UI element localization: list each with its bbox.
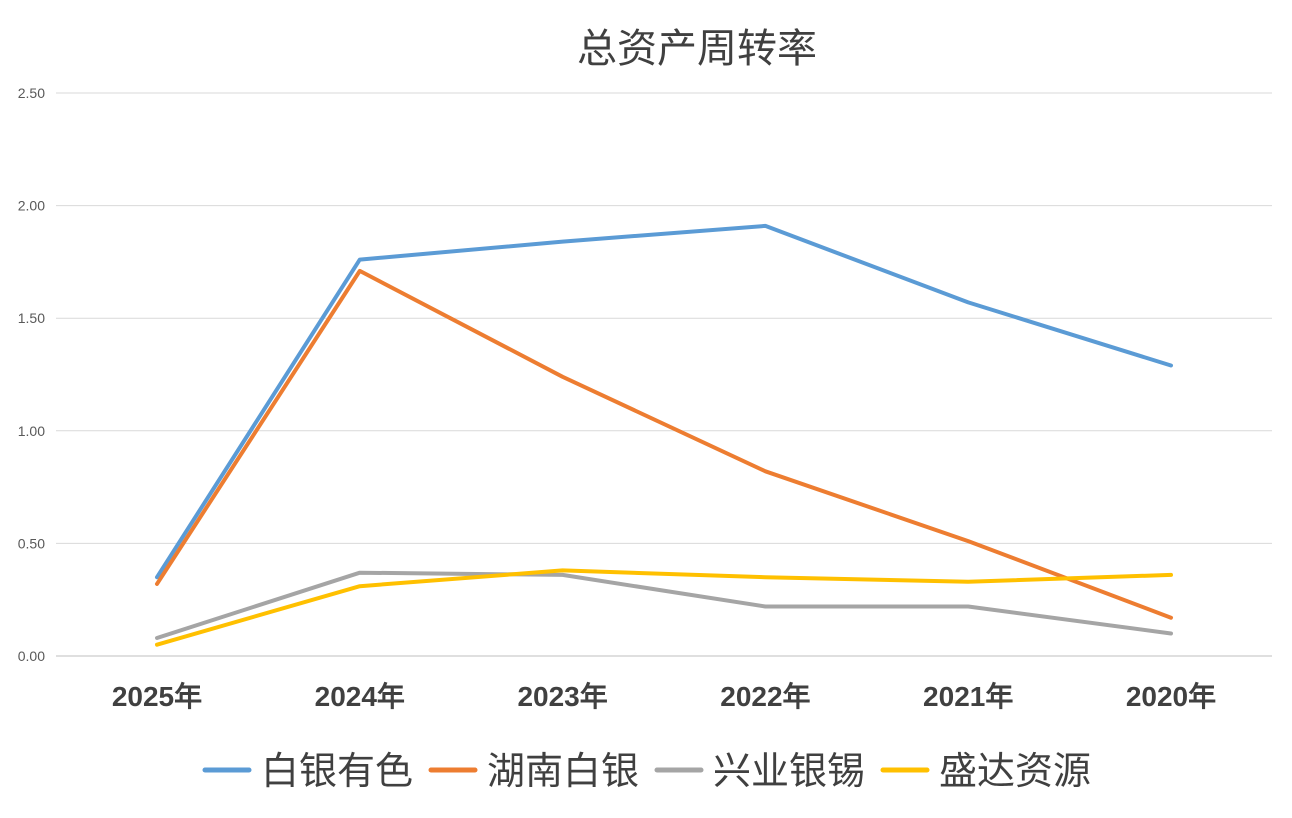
y-tick-label: 2.50 (18, 85, 45, 101)
series-line-0 (155, 223, 1173, 580)
x-tick-label: 2024年 (315, 680, 405, 712)
y-tick-label: 1.00 (18, 423, 45, 439)
series-line-3 (155, 568, 1173, 647)
series-layer (155, 223, 1173, 647)
legend: 白银有色 湖南白银 兴业银锡 盛达资源 (202, 749, 1091, 793)
legend-label: 湖南白银 (487, 749, 639, 793)
chart-title: 总资产周转率 (577, 26, 817, 72)
legend-label: 白银有色 (261, 749, 413, 793)
x-tick-label: 2025年 (112, 680, 202, 712)
y-axis-ticks: 0.00 0.50 1.00 1.50 2.00 2.50 (18, 85, 45, 664)
y-tick-label: 0.00 (18, 648, 45, 664)
y-tick-label: 1.50 (18, 310, 45, 326)
y-tick-label: 2.00 (18, 198, 45, 214)
x-tick-label: 2022年 (720, 680, 810, 712)
x-axis-ticks: 2025年 2024年 2023年 2022年 2021年 2020年 (112, 680, 1216, 712)
y-tick-label: 0.50 (18, 535, 45, 551)
x-tick-label: 2020年 (1126, 680, 1216, 712)
series-line-2 (155, 570, 1173, 640)
x-tick-label: 2023年 (517, 680, 607, 712)
grid-layer (56, 92, 1272, 657)
legend-label: 盛达资源 (939, 749, 1091, 793)
legend-label: 兴业银锡 (713, 749, 865, 793)
series-line-1 (155, 268, 1173, 620)
x-tick-label: 2021年 (923, 680, 1013, 712)
